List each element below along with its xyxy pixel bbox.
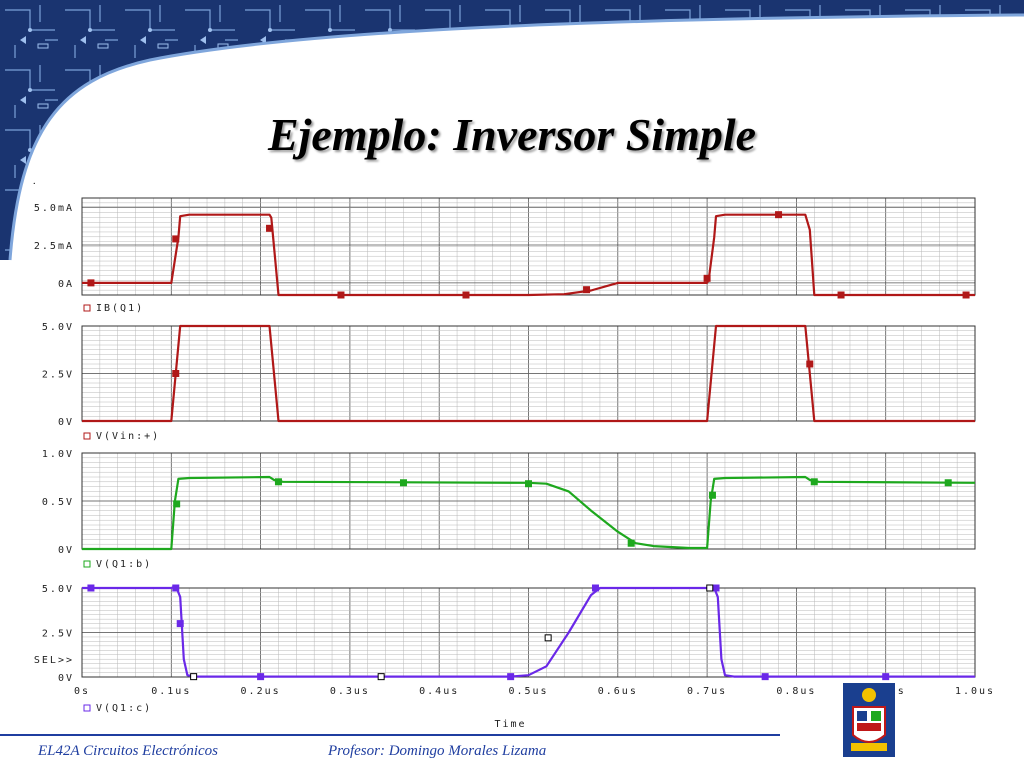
panel-ib-q1: 5.0mA 2.5mA 0A IB(Q1) [34, 197, 976, 314]
series-marker [507, 673, 515, 681]
series-marker-open [377, 673, 385, 681]
series-marker [176, 620, 184, 628]
footer-course: EL42A Circuitos Electrónicos [38, 743, 218, 759]
series-marker [274, 478, 282, 486]
series-marker [882, 673, 890, 681]
legend-swatch [83, 704, 91, 712]
series-marker [172, 584, 180, 592]
y-tick-label: 1.0V [42, 449, 74, 460]
series-marker [810, 478, 818, 486]
y-tick-label: 2.5mA [34, 241, 74, 252]
series-marker [399, 479, 407, 487]
panel-v-q1-c: 5.0V 2.5V 0V V(Q1:c) SEL>> 0s 0.1us 0.2us 0.3us 0… [34, 584, 995, 730]
series-marker [172, 370, 180, 377]
series-marker [337, 291, 345, 299]
x-tick-label: 0.2us [241, 686, 281, 697]
series-marker [837, 291, 845, 299]
series-marker [266, 224, 274, 232]
legend-swatch [83, 432, 91, 440]
x-tick-label: 0.1us [151, 686, 191, 697]
series-marker [462, 291, 470, 299]
plot-frame [81, 452, 976, 550]
y-tick-label: 2.5V [42, 629, 74, 640]
series-marker [87, 584, 95, 592]
x-tick-label: 0s [74, 686, 90, 697]
y-tick-label: 0V [58, 673, 74, 684]
sel-marker-label: SEL>> [34, 655, 74, 666]
y-tick-label: 5.0V [42, 322, 74, 333]
x-tick-label: 0.8us [776, 686, 816, 697]
y-tick-label: 0V [58, 417, 74, 428]
slide-title: Ejemplo: Inversor Simple [267, 109, 757, 160]
series-marker [525, 480, 532, 488]
series-marker [703, 274, 711, 282]
y-tick-label: 0A [58, 279, 74, 290]
series-line [82, 475, 976, 551]
panel-v-vin: 5.0V 2.5V 0V V(Vin:+) [42, 322, 976, 442]
series-marker [87, 279, 95, 287]
footer-professor: Profesor: Domingo Morales Lizama [328, 743, 547, 759]
x-tick-label: 1.0us [955, 686, 995, 697]
y-tick-label: 0V [58, 545, 74, 556]
series-marker [583, 286, 591, 294]
y-tick-label: 2.5V [42, 370, 74, 381]
series-marker [944, 479, 952, 487]
x-tick-label: 0.4us [419, 686, 459, 697]
series-marker [761, 673, 769, 681]
series-marker [172, 235, 180, 243]
series-marker [806, 360, 814, 368]
series-marker [257, 673, 265, 681]
university-logo [843, 683, 895, 757]
x-tick-label: 0.6us [598, 686, 638, 697]
legend-swatch [83, 304, 91, 312]
x-tick-label: 0.7us [687, 686, 727, 697]
series-marker [712, 584, 720, 592]
series-marker [173, 500, 181, 508]
series-marker [591, 584, 599, 592]
legend-label: V(Q1:c) [96, 703, 152, 714]
x-tick-label: 0.5us [508, 686, 548, 697]
series-marker [627, 539, 635, 547]
series-marker-open [190, 673, 198, 681]
series-marker-open [544, 634, 552, 642]
dot-mark: . [33, 176, 36, 187]
y-tick-label: 5.0mA [34, 203, 74, 214]
x-tick-label: 0.3us [330, 686, 370, 697]
legend-swatch [83, 560, 91, 568]
series-marker [962, 291, 970, 299]
y-tick-label: 0.5V [42, 497, 74, 508]
series-marker-open [706, 584, 714, 592]
panel-v-q1-b: 1.0V 0.5V 0V V(Q1:b) [42, 449, 976, 570]
y-tick-label: 5.0V [42, 584, 74, 595]
footer-divider [0, 734, 780, 736]
plot-frame [81, 587, 976, 678]
series-marker [775, 211, 783, 219]
legend-label: V(Q1:b) [96, 559, 152, 570]
x-axis-label: Time [494, 719, 526, 730]
legend-label: IB(Q1) [96, 303, 144, 314]
series-marker [708, 491, 716, 499]
legend-label: V(Vin:+) [96, 431, 160, 442]
series-line [82, 585, 975, 678]
